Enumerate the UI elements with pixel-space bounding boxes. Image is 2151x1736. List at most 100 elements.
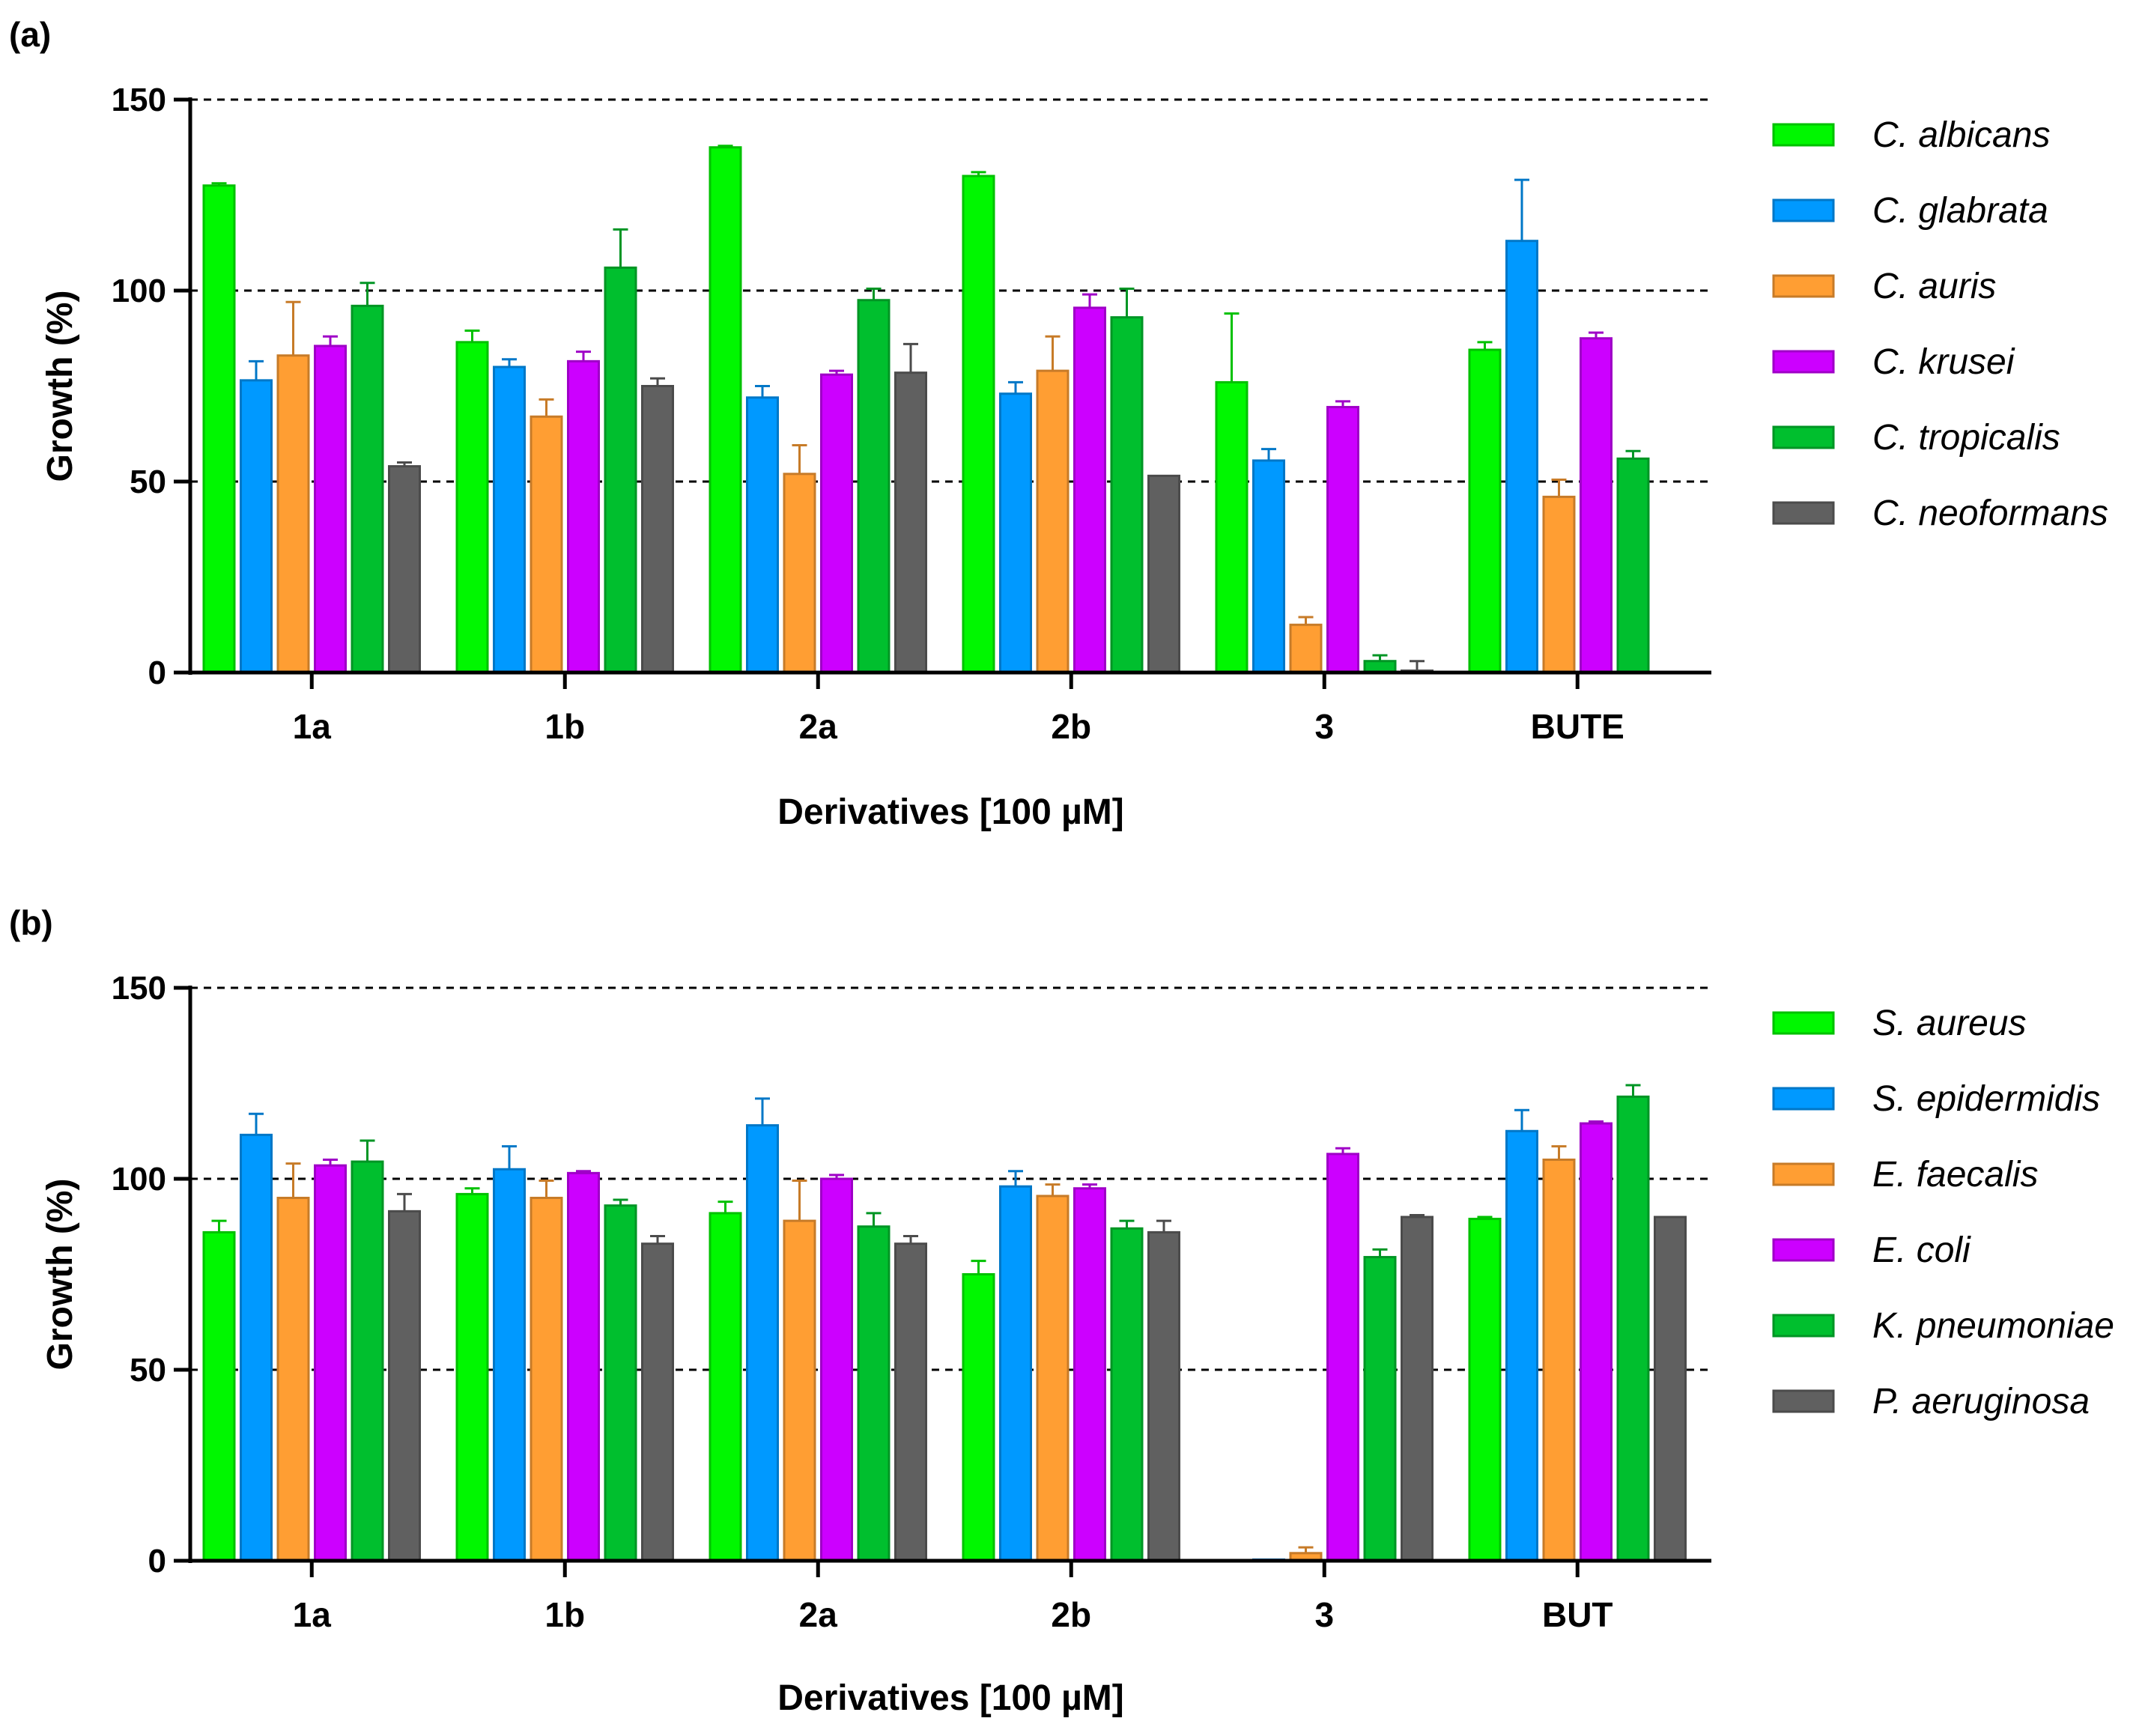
x-tick-label: 3: [1314, 707, 1334, 746]
bar: [746, 396, 779, 674]
bar: [240, 379, 273, 674]
bar: [1326, 1153, 1359, 1562]
bar: [1654, 1215, 1687, 1562]
legend-swatch: [1772, 425, 1835, 449]
y-tick-label: 150: [112, 970, 166, 1007]
bar: [276, 1197, 310, 1562]
bar: [604, 266, 637, 674]
bar: [1147, 474, 1180, 674]
bar: [567, 1171, 600, 1562]
y-tick-label: 0: [148, 655, 166, 691]
bar: [857, 299, 891, 674]
bar: [820, 1177, 853, 1562]
legend-swatch: [1772, 1314, 1835, 1338]
y-axis-title: Growth (%): [40, 291, 80, 482]
bar: [314, 1164, 347, 1562]
bar: [1036, 369, 1070, 674]
bar: [709, 1212, 742, 1562]
bar: [641, 1242, 674, 1562]
bar: [314, 345, 347, 674]
bar: [276, 354, 310, 674]
bar: [351, 1160, 384, 1562]
bar: [1542, 1159, 1576, 1562]
x-tick-label: 2a: [799, 707, 838, 746]
legend-swatch: [1772, 1011, 1835, 1035]
bar: [999, 392, 1032, 674]
bar: [1073, 1187, 1106, 1562]
bar: [1215, 380, 1249, 674]
bar: [999, 1185, 1032, 1562]
bar: [857, 1225, 891, 1562]
legend-label: K. pneumoniae: [1872, 1306, 2114, 1346]
x-tick-label: 1b: [544, 1595, 585, 1634]
legend: S. aureus S. epidermidis E. faecalis E. col…: [1772, 1004, 2114, 1421]
bar: [455, 1192, 489, 1562]
legend-label: C. albicans: [1872, 115, 2050, 155]
legend-label: C. tropicalis: [1872, 418, 2060, 458]
chart-panel-a: (a) 0 50 100 150 Growth (%) 1a 1b 2a 2b 3 BUTE Deriv…: [9, 15, 2108, 832]
y-tick-label: 100: [112, 1161, 166, 1198]
y-tick-label: 50: [130, 464, 166, 500]
bar: [962, 174, 995, 674]
bar: [641, 385, 674, 674]
bar: [1110, 316, 1144, 674]
x-tick-label: 1a: [293, 1595, 332, 1634]
bar: [1147, 1230, 1180, 1562]
bar: [530, 415, 563, 674]
bar: [455, 341, 489, 674]
x-tick-label: 2b: [1051, 1595, 1091, 1634]
bar: [1616, 457, 1650, 674]
panel-label: (b): [9, 903, 53, 942]
bar: [1505, 1129, 1538, 1562]
legend-swatch: [1772, 501, 1835, 525]
legend-swatch: [1772, 123, 1835, 147]
legend-label: C. auris: [1872, 267, 1996, 306]
bar: [493, 1168, 526, 1562]
bar: [894, 371, 927, 674]
legend-swatch: [1772, 1238, 1835, 1262]
x-tick-label: 1a: [293, 707, 332, 746]
legend-label: C. glabrata: [1872, 191, 2048, 231]
bar: [1363, 1256, 1397, 1562]
legend-label: P. aeruginosa: [1872, 1382, 2090, 1421]
legend-swatch: [1772, 198, 1835, 222]
bar: [894, 1242, 927, 1562]
x-tick-label: 1b: [544, 707, 585, 746]
legend-label: E. faecalis: [1872, 1155, 2038, 1195]
bar: [783, 473, 816, 674]
bar: [1580, 337, 1613, 674]
bar: [388, 1210, 421, 1562]
x-axis-title: Derivatives [100 µM]: [777, 1678, 1124, 1718]
bar: [783, 1219, 816, 1562]
bar: [962, 1273, 995, 1562]
bar: [1542, 495, 1576, 674]
legend-label: C. neoformans: [1872, 494, 2108, 533]
bar: [1036, 1195, 1070, 1562]
bar: [1616, 1095, 1650, 1562]
legend-label: S. aureus: [1872, 1004, 2026, 1043]
x-tick-label: 2a: [799, 1595, 838, 1634]
bar: [567, 359, 600, 674]
bar: [530, 1197, 563, 1562]
panel-label: (a): [9, 15, 51, 54]
legend-swatch: [1772, 350, 1835, 374]
bar: [388, 465, 421, 674]
chart-panel-b: (b) 0 50 100 150 Growth (%) 1a 1b 2a 2b 3 BUT Deriva…: [9, 903, 2114, 1718]
bar: [240, 1133, 273, 1562]
bar: [709, 146, 742, 674]
bar: [820, 373, 853, 674]
legend-swatch: [1772, 1162, 1835, 1186]
legend-label: E. coli: [1872, 1230, 1971, 1270]
bar: [746, 1124, 779, 1562]
bar: [1073, 306, 1106, 674]
bar: [1505, 240, 1538, 674]
bar: [493, 365, 526, 674]
y-tick-label: 100: [112, 273, 166, 309]
bar: [1289, 623, 1323, 674]
x-tick-label: 3: [1314, 1595, 1334, 1634]
bar: [1252, 459, 1285, 674]
legend-swatch: [1772, 1389, 1835, 1413]
x-axis-title: Derivatives [100 µM]: [777, 792, 1124, 832]
y-tick-label: 50: [130, 1352, 166, 1389]
